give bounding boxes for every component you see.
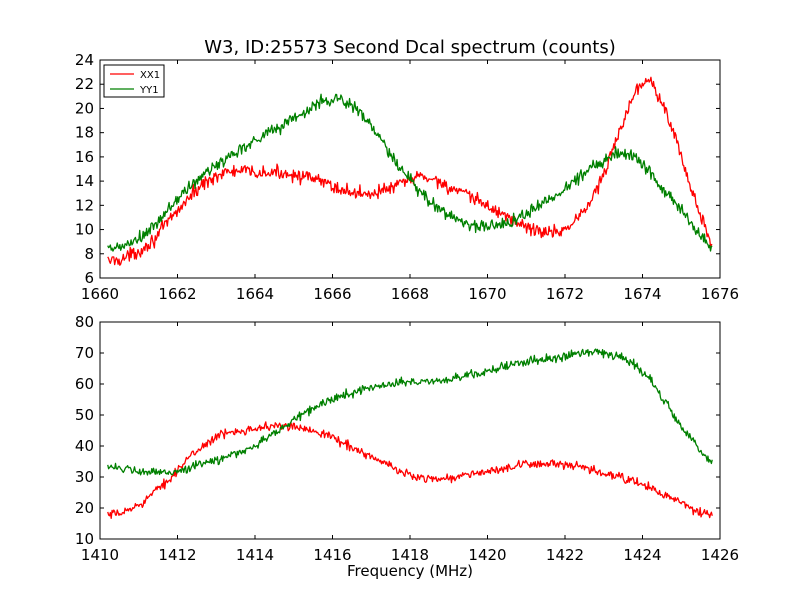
x-tick-label: 1412: [158, 546, 196, 564]
series-layer: [107, 76, 713, 266]
x-tick-label: 1414: [236, 546, 274, 564]
x-tick-label: 1420: [468, 546, 506, 564]
x-tick-label: 1416: [313, 546, 351, 564]
x-tick-label: 1670: [468, 285, 506, 303]
x-tick-label: 1426: [701, 546, 739, 564]
y-tick-label: 22: [75, 75, 94, 93]
x-tick-label: 1664: [236, 285, 274, 303]
y-tick-label: 60: [75, 375, 94, 393]
series-line-yy1: [107, 93, 713, 252]
x-axis-label: Frequency (MHz): [347, 562, 473, 580]
legend: XX1 YY1: [103, 64, 165, 98]
y-tick-label: 80: [75, 313, 94, 331]
y-tick-label: 18: [75, 124, 94, 142]
legend-box: [103, 64, 165, 98]
y-tick-label: 20: [75, 499, 94, 517]
y-tick-label: 16: [75, 148, 94, 166]
top-chart: W3, ID:25573 Second Dcal spectrum (count…: [75, 37, 739, 303]
series-line-yy1: [107, 348, 713, 476]
y-tick-label: 8: [84, 245, 94, 263]
bottom-chart: 1410 1412 1414 1416 1418 1420 1422 1424 1426 10 20…: [75, 313, 739, 580]
y-tick-label: 12: [75, 196, 94, 214]
y-tick-label: 70: [75, 344, 94, 362]
y-tick-label: 24: [75, 51, 94, 69]
x-tick-label: 1660: [81, 285, 119, 303]
x-tick-label: 1410: [81, 546, 119, 564]
y-tick-label: 10: [75, 530, 94, 548]
x-tick-label: 1666: [313, 285, 351, 303]
legend-label-xx1: XX1: [140, 70, 160, 81]
y-tick-label: 50: [75, 406, 94, 424]
x-tick-label: 1668: [391, 285, 429, 303]
y-tick-label: 14: [75, 172, 94, 190]
x-tick-label: 1676: [701, 285, 739, 303]
series-line-xx1: [107, 421, 713, 519]
series-layer: [107, 348, 713, 519]
x-tick-label: 1422: [546, 546, 584, 564]
x-tick-label: 1674: [623, 285, 661, 303]
x-tick-label: 1662: [158, 285, 196, 303]
x-tick-label: 1672: [546, 285, 584, 303]
y-tick-label: 10: [75, 221, 94, 239]
y-tick-label: 30: [75, 468, 94, 486]
chart-title: W3, ID:25573 Second Dcal spectrum (count…: [204, 37, 616, 58]
ticks-layer: 1660 1662 1664 1666 1668 1670 1672 1674 1676 6 8 10…: [75, 51, 739, 303]
y-tick-label: 40: [75, 437, 94, 455]
x-tick-label: 1418: [391, 546, 429, 564]
y-tick-label: 6: [84, 269, 94, 287]
ticks-layer: 1410 1412 1414 1416 1418 1420 1422 1424 1426 10 20…: [75, 313, 739, 564]
legend-label-yy1: YY1: [139, 85, 159, 96]
y-tick-label: 20: [75, 99, 94, 117]
x-tick-label: 1424: [623, 546, 661, 564]
